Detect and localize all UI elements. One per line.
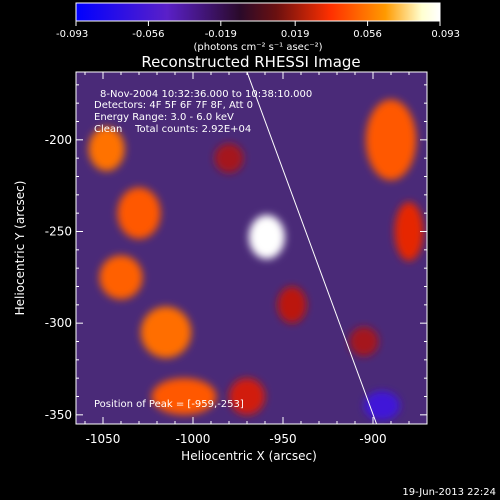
annotation-clean-counts: Clean Total counts: 2.92E+04 (94, 124, 251, 135)
peak-core (259, 227, 274, 247)
plot-area: -1050 -1000 -950 -900 -350 -300 -250 -200 (45, 71, 428, 446)
emission-source-7 (214, 143, 244, 173)
colorbar-tick-label: -0.019 (205, 29, 237, 40)
y-tick-label: -200 (45, 133, 72, 147)
x-tick-label: -900 (359, 432, 386, 446)
footer-timestamp: 19-Jun-2013 22:24 (402, 487, 496, 498)
y-tick-label: -300 (45, 316, 72, 330)
emission-source-9 (365, 99, 417, 181)
colorbar-tick-label: 0.019 (281, 29, 310, 40)
chart-title: Reconstructed RHESSI Image (141, 53, 360, 71)
x-axis-label: Heliocentric X (arcsec) (181, 449, 317, 463)
colorbar-tick-label: -0.056 (132, 29, 164, 40)
emission-source-5 (151, 378, 217, 415)
emission-source-3 (99, 255, 143, 300)
annotation-energy-range: Energy Range: 3.0 - 6.0 keV (94, 112, 234, 123)
y-tick-label: -350 (45, 408, 72, 422)
annotation-peak-position: Position of Peak = [-959,-253] (94, 399, 244, 410)
axis-ticks: -1050 -1000 -950 -900 -350 -300 -250 -200 (45, 72, 428, 446)
plot-frame (75, 71, 428, 425)
colorbar-unit-label: (photons cm⁻² s⁻¹ asec⁻²) (193, 42, 322, 53)
y-axis-label: Heliocentric Y (arcsec) (13, 181, 27, 316)
colorbar-tick-label: -0.093 (56, 29, 88, 40)
colorbar: -0.093 -0.056 -0.019 0.019 0.056 0.093 (photo… (56, 2, 460, 53)
emission-source-6 (229, 378, 265, 415)
colorbar-tick-label: 0.093 (431, 29, 460, 40)
annotation-time-range: 8-Nov-2004 10:32:36.000 to 10:38:10.000 (100, 89, 312, 100)
emission-source-8 (277, 286, 307, 324)
annotation-detectors: Detectors: 4F 5F 6F 7F 8F, Att 0 (94, 100, 253, 111)
emission-source-1 (88, 127, 125, 171)
emission-source-4 (140, 306, 192, 359)
solar-limb-line (246, 72, 378, 424)
x-tick-label: -950 (269, 432, 296, 446)
emission-source-2 (117, 187, 161, 239)
x-tick-label: -1000 (176, 432, 211, 446)
x-tick-label: -1050 (86, 432, 121, 446)
emission-sources (88, 99, 424, 421)
image-annotations: 8-Nov-2004 10:32:36.000 to 10:38:10.000 … (94, 89, 312, 410)
colorbar-ticks: -0.093 -0.056 -0.019 0.019 0.056 0.093 (56, 21, 460, 40)
colorbar-tick-label: 0.056 (353, 29, 382, 40)
colorbar-gradient (75, 2, 441, 22)
y-tick-label: -250 (45, 225, 72, 239)
emission-source-10 (394, 202, 424, 261)
emission-source-11 (349, 326, 379, 357)
